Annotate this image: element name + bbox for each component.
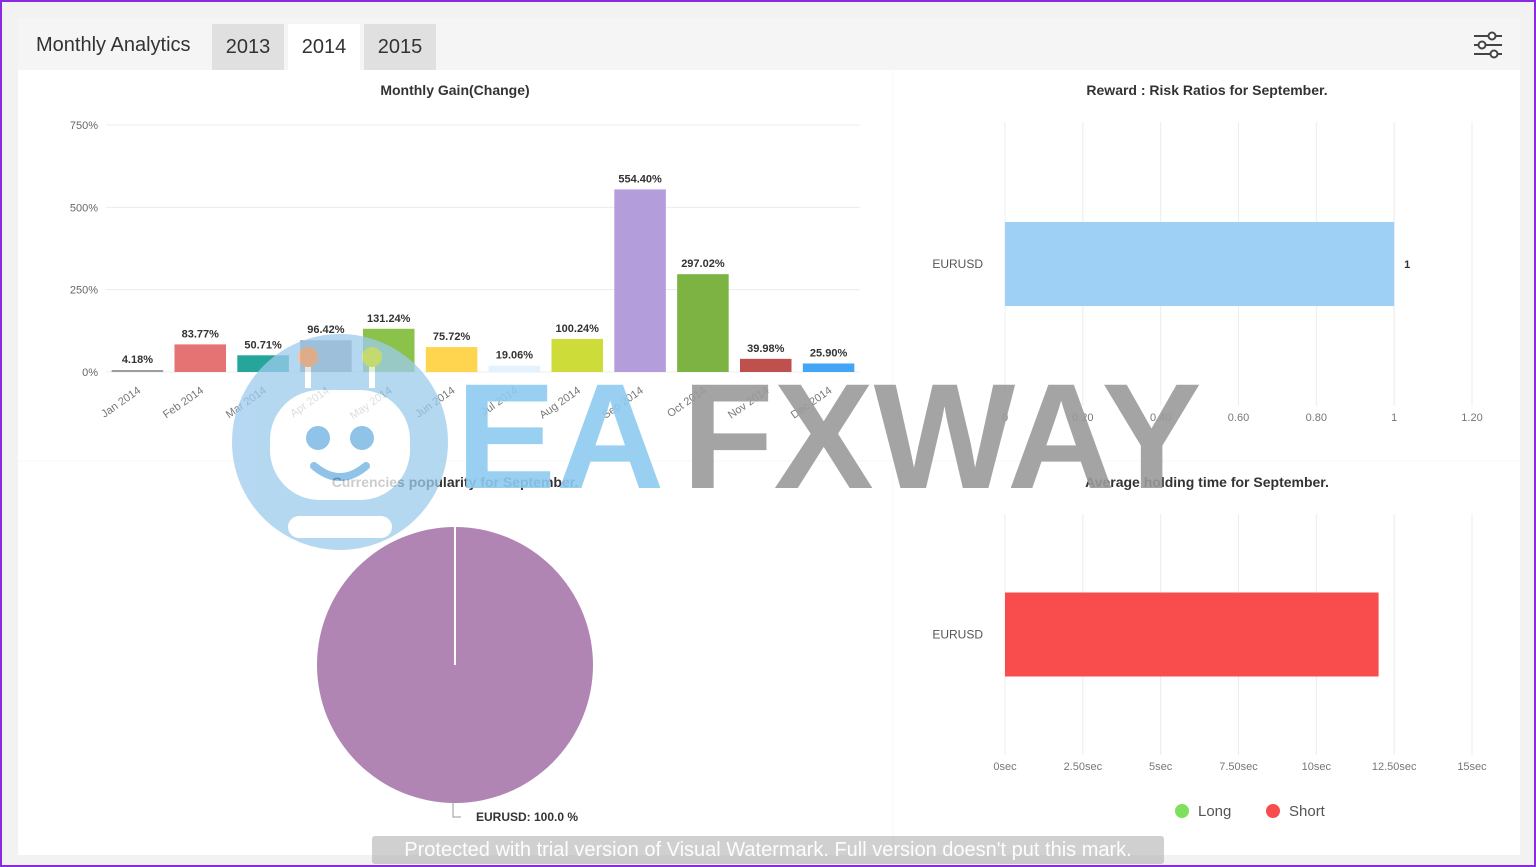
- x-tick-label: 0.60: [1228, 412, 1249, 424]
- x-tick-label: 12.50sec: [1372, 761, 1417, 773]
- x-tick-label: May 2014: [348, 385, 394, 423]
- x-tick-label: 0.80: [1306, 412, 1327, 424]
- bar: [111, 370, 164, 372]
- holding-time-panel: Average holding time for September. 0sec…: [894, 462, 1520, 855]
- y-tick-label: 0%: [82, 367, 98, 379]
- tab-2014[interactable]: 2014: [288, 24, 360, 70]
- x-tick-label: Dec 2014: [789, 385, 834, 422]
- x-tick-label: Aug 2014: [537, 385, 582, 422]
- data-label: 25.90%: [810, 347, 848, 359]
- dashboard-content: Monthly Gain(Change) 750% 500% 250% 0% 4.18%…: [18, 70, 1520, 855]
- app-title: Monthly Analytics: [36, 34, 191, 56]
- x-tick-label: Jun 2014: [413, 385, 457, 421]
- tab-2015[interactable]: 2015: [364, 24, 436, 70]
- reward-risk-chart: 0 0.20 0.40 0.60 0.80 1 1.20 EURUSD 1: [932, 122, 1483, 424]
- bar: [1005, 222, 1395, 306]
- reward-risk-title: Reward : Risk Ratios for September.: [1086, 82, 1328, 98]
- bar: [551, 338, 604, 372]
- x-tick-label: 15sec: [1457, 761, 1487, 773]
- data-label: 4.18%: [122, 354, 153, 366]
- y-tick-label: EURUSD: [932, 628, 983, 642]
- x-tick-label: Feb 2014: [161, 385, 206, 421]
- x-tick-label: 2.50sec: [1064, 761, 1103, 773]
- bar: [362, 328, 415, 372]
- bar: [739, 358, 792, 372]
- y-tick-label: 250%: [70, 285, 98, 297]
- x-tick-label: 5sec: [1149, 761, 1173, 773]
- pie-slice-label: EURUSD: 100.0 %: [476, 810, 578, 824]
- x-tick-label: Jan 2014: [99, 385, 143, 421]
- reward-risk-panel: Reward : Risk Ratios for September. 0 0.2…: [894, 70, 1520, 460]
- y-tick-label: 500%: [70, 202, 98, 214]
- x-tick-label: 1: [1391, 412, 1397, 424]
- data-label: 83.77%: [182, 328, 220, 340]
- x-tick-label: 0: [1002, 412, 1008, 424]
- x-tick-label: 0.20: [1072, 412, 1093, 424]
- bar: [802, 363, 855, 372]
- x-tick-label: Apr 2014: [288, 385, 331, 420]
- bar: [488, 365, 541, 372]
- bar: [425, 347, 478, 372]
- x-tick-label: 0.40: [1150, 412, 1171, 424]
- data-label: 100.24%: [556, 323, 600, 335]
- bar: [237, 355, 289, 372]
- monthly-gain-panel: Monthly Gain(Change) 750% 500% 250% 0% 4.18%…: [18, 70, 892, 460]
- data-label: 39.98%: [747, 343, 785, 355]
- y-tick-label: 750%: [70, 120, 98, 132]
- bar: [677, 274, 729, 372]
- legend-marker: [1175, 804, 1189, 818]
- holding-time-chart: 0sec 2.50sec 5sec 7.50sec 10sec 12.50sec 15sec…: [932, 514, 1487, 820]
- currencies-popularity-chart: EURUSD: 100.0 %: [317, 527, 593, 824]
- top-bar: Monthly Analytics 2013 2014 2015: [18, 18, 1520, 70]
- bar: [614, 189, 666, 372]
- holding-time-title: Average holding time for September.: [1085, 474, 1329, 490]
- bar: [174, 344, 227, 372]
- x-tick-label: Mar 2014: [224, 385, 269, 421]
- x-tick-label: 0sec: [993, 761, 1017, 773]
- data-label: 554.40%: [618, 173, 662, 185]
- data-label: 19.06%: [496, 350, 534, 362]
- legend-label: Long: [1198, 803, 1231, 820]
- sliders-icon[interactable]: [1472, 30, 1504, 60]
- data-label: 75.72%: [433, 331, 471, 343]
- monthly-gain-chart: 750% 500% 250% 0% 4.18% Jan 2014 83.77% Feb 201…: [70, 120, 860, 423]
- data-label: 131.24%: [367, 313, 411, 325]
- data-label: 1: [1404, 259, 1410, 271]
- data-label: 96.42%: [307, 324, 345, 336]
- y-tick-label: EURUSD: [932, 257, 983, 271]
- tab-2013[interactable]: 2013: [212, 24, 284, 70]
- bar: [300, 340, 352, 372]
- x-tick-label: Jul 2014: [479, 385, 520, 419]
- currencies-popularity-panel: Currencies popularity for September. EUR…: [18, 462, 892, 855]
- legend-label: Short: [1289, 803, 1326, 820]
- x-tick-label: Nov 2014: [726, 385, 771, 422]
- x-tick-label: Oct 2014: [665, 385, 708, 420]
- data-label: 297.02%: [681, 258, 725, 270]
- data-label: 50.71%: [244, 339, 282, 351]
- pie-label-leader: [452, 803, 461, 818]
- footer-watermark: Protected with trial version of Visual W…: [372, 836, 1164, 864]
- x-tick-label: 7.50sec: [1219, 761, 1258, 773]
- x-tick-label: Sep 2014: [600, 385, 645, 422]
- x-tick-label: 10sec: [1302, 761, 1332, 773]
- legend-marker: [1266, 804, 1280, 818]
- monthly-gain-title: Monthly Gain(Change): [380, 82, 530, 98]
- bar: [1005, 592, 1379, 677]
- x-tick-label: 1.20: [1461, 412, 1482, 424]
